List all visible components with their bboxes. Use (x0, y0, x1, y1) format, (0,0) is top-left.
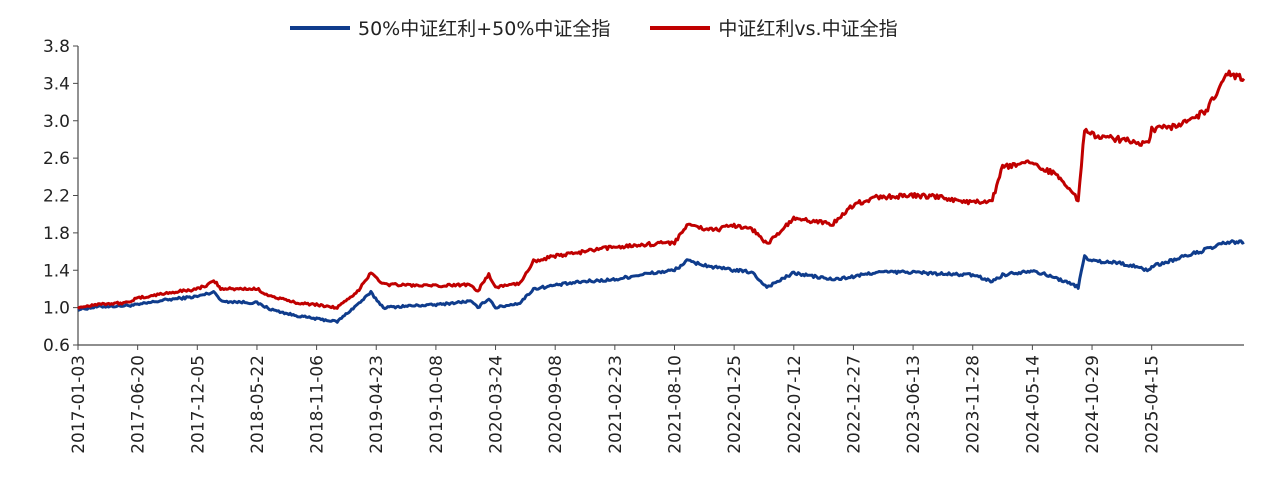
axes: 0.6 1.0 1.4 1.8 2.2 2.6 3.0 3.4 3.8 2017-01-03 201… (43, 37, 1244, 454)
y-tick-label: 1.0 (43, 299, 70, 319)
x-tick-label: 2020-09-08 (546, 355, 566, 454)
x-tick-label: 2021-08-10 (665, 355, 685, 454)
x-tick-label: 2020-03-24 (487, 355, 507, 454)
x-tick-label: 2022-12-27 (844, 355, 864, 454)
y-tick-label: 0.6 (43, 336, 70, 356)
x-tick-label: 2023-06-13 (904, 355, 924, 454)
y-tick-label: 1.4 (43, 261, 70, 281)
y-tick-label: 2.6 (43, 149, 70, 169)
x-tick-label: 2017-12-05 (188, 355, 208, 454)
y-tick-label: 1.8 (43, 224, 70, 244)
x-tick-label: 2017-01-03 (69, 355, 89, 454)
x-tick-label: 2022-07-12 (785, 355, 805, 454)
x-tick-label: 2019-04-23 (367, 355, 387, 454)
x-tick-label: 2023-11-28 (964, 355, 984, 454)
legend-label-ratio: 中证红利vs.中证全指 (718, 18, 898, 40)
series-lines (77, 69, 1246, 324)
legend-item-ratio: 中证红利vs.中证全指 (650, 14, 898, 41)
legend-swatch-blue (290, 25, 350, 30)
y-tick-label: 3.8 (43, 37, 70, 57)
x-tick-label: 2024-10-29 (1083, 355, 1103, 454)
x-tick-label: 2021-02-23 (606, 355, 626, 454)
y-tick-label: 2.2 (43, 187, 70, 207)
legend-label-blended: 50%中证红利+50%中证全指 (358, 18, 611, 40)
series-line-1 (77, 69, 1246, 310)
legend-item-blended: 50%中证红利+50%中证全指 (290, 14, 610, 41)
x-tick-label: 2022-01-25 (725, 355, 745, 454)
x-tick-label: 2025-04-15 (1143, 355, 1163, 454)
legend-swatch-red (650, 25, 711, 30)
y-tick-label: 3.4 (43, 74, 70, 94)
x-tick-label: 2024-05-14 (1023, 355, 1043, 454)
x-tick-label: 2018-11-06 (308, 355, 328, 454)
legend: 50%中证红利+50%中证全指 中证红利vs.中证全指 (290, 14, 898, 41)
x-tick-label: 2019-10-08 (427, 355, 447, 454)
x-tick-label: 2017-06-20 (129, 355, 149, 454)
series-line-0 (77, 239, 1245, 324)
x-tick-label: 2018-05-22 (248, 355, 268, 454)
y-tick-label: 3.0 (43, 112, 70, 132)
